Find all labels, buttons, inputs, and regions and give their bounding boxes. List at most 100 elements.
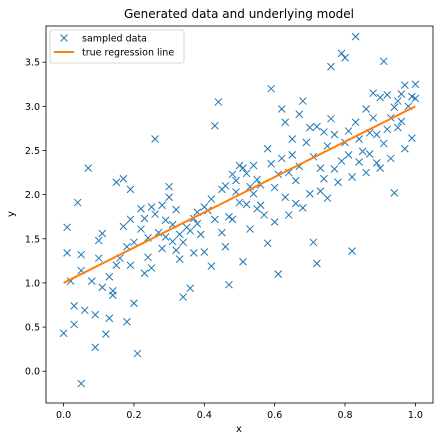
data-point xyxy=(165,193,173,202)
data-point xyxy=(235,161,244,170)
data-point xyxy=(161,233,170,241)
axes-frame xyxy=(45,25,434,404)
legend-marker-scatter xyxy=(60,34,68,42)
data-point xyxy=(105,314,114,323)
data-point xyxy=(306,123,314,132)
data-point xyxy=(172,205,181,214)
data-point xyxy=(186,226,195,235)
legend-box xyxy=(49,29,185,64)
data-point xyxy=(200,248,209,256)
data-point xyxy=(108,287,117,295)
data-point xyxy=(151,135,159,143)
y-axis-label: y xyxy=(6,211,17,217)
data-point xyxy=(207,195,216,203)
data-point xyxy=(211,215,219,224)
data-point xyxy=(383,125,392,134)
data-point xyxy=(298,204,307,212)
data-point xyxy=(320,128,328,136)
data-point xyxy=(379,139,388,148)
data-point xyxy=(298,97,307,105)
data-point xyxy=(87,277,96,286)
data-point xyxy=(80,306,89,315)
data-point xyxy=(63,223,71,232)
data-point xyxy=(288,151,297,159)
data-point xyxy=(193,219,202,228)
data-point xyxy=(119,222,128,231)
y-tick-label: 1.5 xyxy=(25,234,40,245)
data-point xyxy=(158,201,166,210)
data-point xyxy=(91,310,100,319)
data-point xyxy=(225,212,233,221)
data-point xyxy=(168,237,177,246)
y-tick-label: 3.0 xyxy=(25,102,40,113)
data-point xyxy=(249,189,258,198)
data-point xyxy=(189,249,198,257)
data-point xyxy=(372,158,381,167)
data-point xyxy=(281,118,290,127)
x-axis-ticks: 0.0 0.2 0.4 0.6 0.8 1.0 xyxy=(56,403,423,421)
data-point xyxy=(267,159,276,168)
data-point xyxy=(348,173,356,181)
data-point xyxy=(256,201,265,210)
data-point xyxy=(411,94,420,103)
x-tick-label: 1.0 xyxy=(408,410,423,421)
data-point xyxy=(175,255,184,263)
data-point xyxy=(253,175,261,184)
data-point xyxy=(158,244,166,253)
data-point xyxy=(270,183,279,192)
x-tick-label: 0.6 xyxy=(267,410,282,421)
data-point xyxy=(355,158,363,166)
data-point xyxy=(348,247,356,255)
data-point xyxy=(330,165,339,173)
data-point xyxy=(379,57,388,66)
data-point xyxy=(386,154,395,163)
data-point xyxy=(277,154,286,163)
data-point xyxy=(137,225,145,233)
data-point xyxy=(130,299,138,308)
data-point xyxy=(175,230,184,239)
legend: sampled data true regression line xyxy=(49,29,185,64)
data-point xyxy=(235,198,244,207)
data-point xyxy=(133,349,142,358)
data-point xyxy=(411,80,420,89)
data-point xyxy=(393,123,402,132)
data-point xyxy=(94,236,103,245)
data-point xyxy=(165,182,173,191)
data-point xyxy=(239,164,247,173)
data-point xyxy=(408,134,416,142)
data-point xyxy=(351,118,360,127)
data-point xyxy=(147,203,156,211)
data-point xyxy=(218,228,226,237)
data-point xyxy=(362,168,371,177)
data-point xyxy=(369,89,378,97)
data-point xyxy=(397,117,406,126)
data-point xyxy=(140,214,149,223)
data-point xyxy=(400,144,409,153)
data-point xyxy=(267,84,276,93)
data-point xyxy=(383,91,392,99)
data-point xyxy=(390,189,399,197)
regression-line xyxy=(63,105,416,284)
data-point xyxy=(313,259,321,268)
data-point xyxy=(288,135,297,143)
y-axis-ticks: 0.0 0.5 1.0 1.5 2.0 2.5 3.0 3.5 xyxy=(25,58,46,378)
data-point xyxy=(327,62,335,71)
data-point xyxy=(270,218,279,226)
data-point xyxy=(228,215,237,224)
data-point xyxy=(337,49,346,58)
y-tick-label: 2.0 xyxy=(25,190,40,201)
data-point xyxy=(126,185,135,194)
data-point xyxy=(376,93,385,102)
x-tick-label: 0.2 xyxy=(126,410,141,421)
data-point xyxy=(105,272,114,281)
data-point xyxy=(221,242,230,251)
data-point xyxy=(284,211,293,219)
data-point xyxy=(228,170,237,179)
data-point xyxy=(77,250,86,259)
data-point xyxy=(341,53,349,62)
data-point xyxy=(316,164,325,173)
data-point xyxy=(309,238,318,247)
data-point xyxy=(112,178,121,187)
data-point xyxy=(242,200,251,209)
legend-label-scatter: sampled data xyxy=(82,34,147,45)
